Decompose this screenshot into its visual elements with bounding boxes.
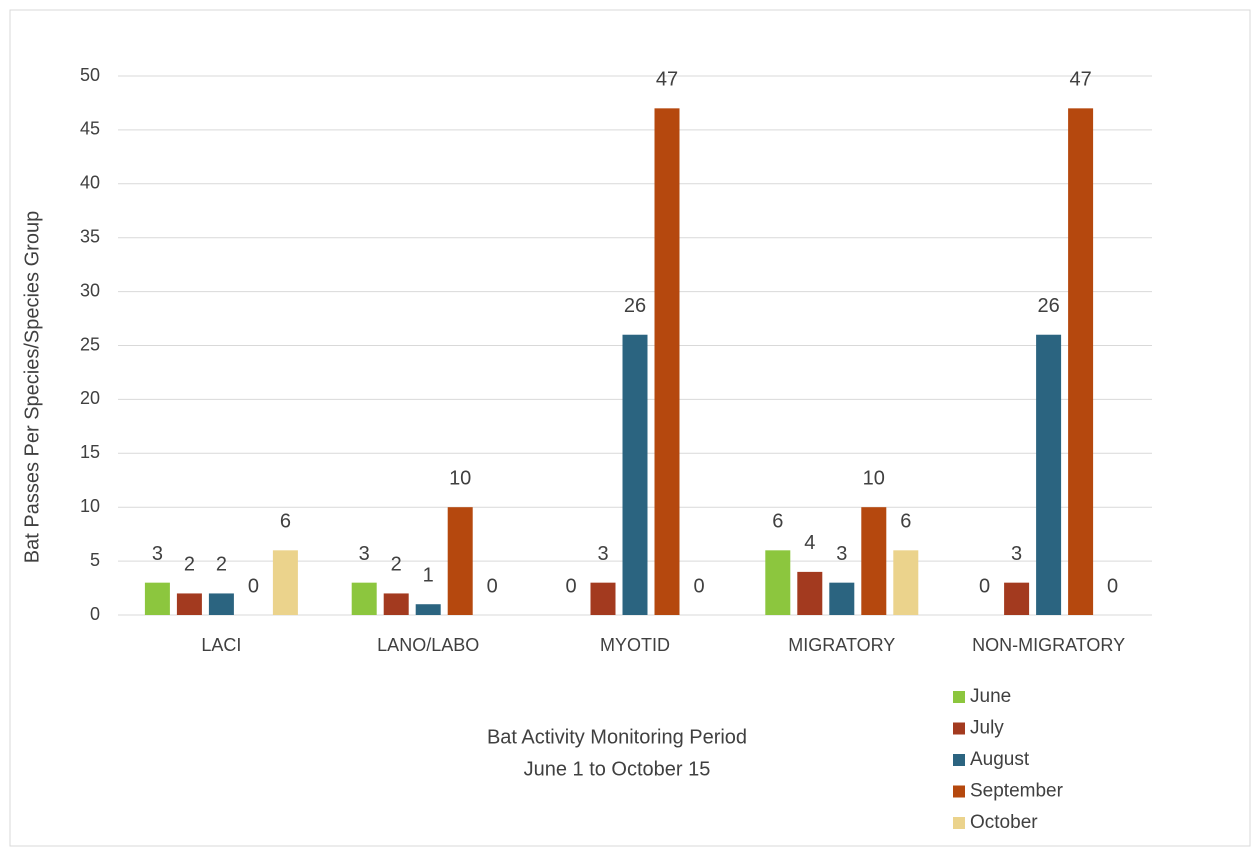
bar	[590, 582, 616, 615]
y-tick-label: 0	[90, 604, 100, 624]
legend-swatch	[953, 691, 965, 703]
bar	[447, 507, 473, 615]
data-label: 1	[423, 565, 434, 587]
y-tick-label: 5	[90, 550, 100, 570]
bar	[765, 550, 791, 615]
bar	[272, 550, 298, 615]
data-label: 10	[449, 467, 471, 489]
legend-swatch	[953, 817, 965, 829]
legend-label: September	[970, 781, 1064, 802]
x-tick-label: NON-MIGRATORY	[972, 635, 1125, 655]
bar	[893, 550, 919, 615]
data-label: 3	[1011, 543, 1022, 565]
data-label: 6	[900, 511, 911, 533]
data-label: 10	[863, 467, 885, 489]
data-label: 47	[656, 69, 678, 91]
x-tick-label: LACI	[201, 635, 241, 655]
bar	[1068, 108, 1094, 615]
data-label: 2	[391, 554, 402, 576]
data-label: 0	[248, 575, 259, 597]
y-tick-label: 30	[80, 280, 100, 300]
legend-label: June	[970, 686, 1011, 707]
bar	[1004, 582, 1030, 615]
data-label: 47	[1069, 69, 1091, 91]
x-tick-label: MYOTID	[600, 635, 670, 655]
bar	[654, 108, 680, 615]
data-label: 2	[184, 554, 195, 576]
y-tick-label: 45	[80, 119, 100, 139]
bar	[415, 604, 441, 615]
legend-swatch	[953, 785, 965, 798]
data-label: 26	[1037, 295, 1059, 317]
data-label: 6	[280, 511, 291, 533]
data-label: 3	[836, 543, 847, 565]
bar	[208, 593, 234, 615]
data-label: 0	[565, 575, 576, 597]
bar	[1036, 334, 1062, 615]
y-tick-label: 10	[80, 496, 100, 516]
y-tick-label: 40	[80, 173, 100, 193]
x-tick-label: LANO/LABO	[377, 635, 479, 655]
bar	[797, 571, 823, 615]
legend-label: July	[970, 718, 1004, 739]
y-tick-label: 25	[80, 334, 100, 354]
legend-swatch	[953, 754, 965, 766]
legend-label: August	[970, 749, 1030, 770]
data-label: 0	[979, 575, 990, 597]
legend-swatch	[953, 722, 965, 735]
data-label: 3	[152, 543, 163, 565]
data-label: 0	[487, 575, 498, 597]
data-label: 0	[1107, 575, 1118, 597]
y-tick-label: 50	[80, 65, 100, 85]
bar	[176, 593, 202, 615]
data-label: 4	[804, 532, 815, 554]
legend-label: October	[970, 812, 1038, 833]
data-label: 6	[772, 511, 783, 533]
x-axis-title: Bat Activity Monitoring Period	[487, 726, 747, 748]
bar	[144, 582, 170, 615]
bar	[351, 582, 377, 615]
data-label: 3	[597, 543, 608, 565]
data-label: 3	[359, 543, 370, 565]
bar	[383, 593, 409, 615]
y-axis-title: Bat Passes Per Species/Species Group	[21, 211, 43, 563]
bar	[861, 507, 887, 615]
y-tick-label: 15	[80, 442, 100, 462]
bar	[829, 582, 855, 615]
data-label: 2	[216, 554, 227, 576]
data-label: 0	[693, 575, 704, 597]
y-tick-label: 35	[80, 226, 100, 246]
data-label: 26	[624, 295, 646, 317]
x-axis-title: June 1 to October 15	[524, 758, 711, 780]
y-tick-label: 20	[80, 388, 100, 408]
bar	[622, 334, 648, 615]
x-tick-label: MIGRATORY	[788, 635, 895, 655]
